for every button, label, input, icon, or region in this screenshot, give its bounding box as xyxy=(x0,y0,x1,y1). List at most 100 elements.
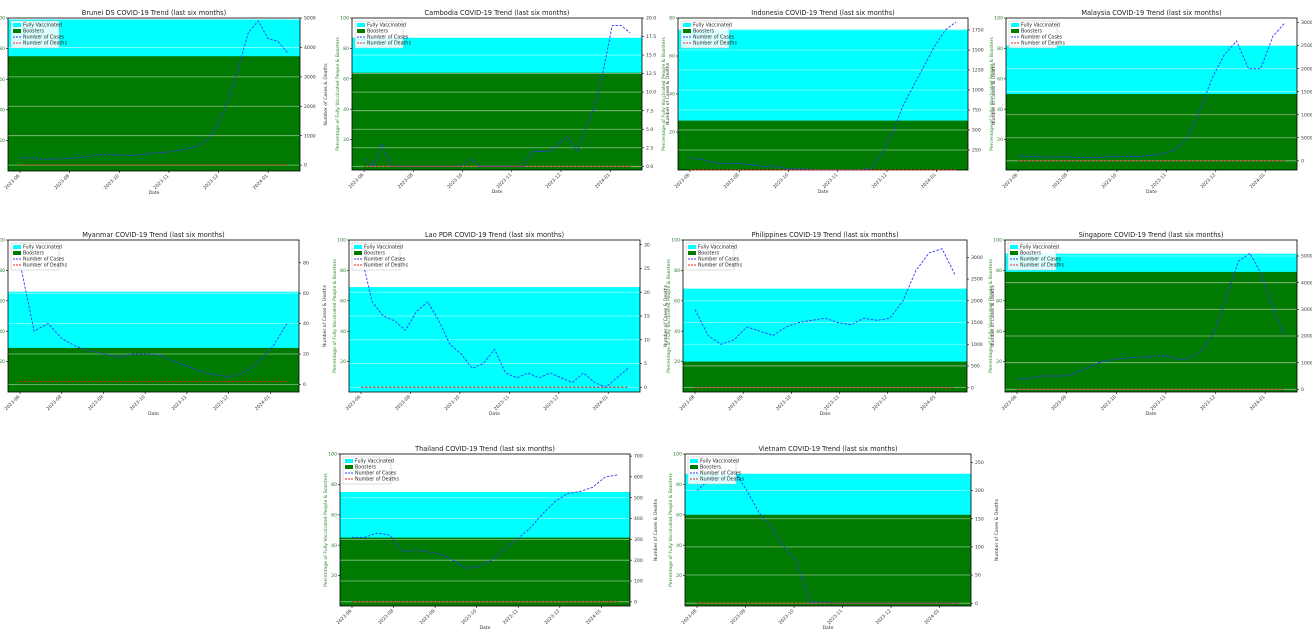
right-tick-label: 40 xyxy=(303,321,309,327)
y-left-label: Percentage of Fully Vaccinated People & … xyxy=(989,37,995,151)
left-tick-label: 20 xyxy=(340,359,346,365)
left-tick-label: 80 xyxy=(331,482,337,488)
legend-label: Number of Deaths xyxy=(23,41,67,47)
y-right-label: Number of Cases & Deaths xyxy=(663,284,669,347)
x-tick-label: 2023-12 xyxy=(1199,394,1217,412)
legend-label: Number of Cases xyxy=(23,35,65,41)
right-tick-label: 17.5 xyxy=(646,34,656,40)
cases-line xyxy=(20,20,289,160)
x-tick-label: 2023-09 xyxy=(729,608,747,626)
cases-line xyxy=(1017,252,1286,380)
plot-frame xyxy=(7,17,301,172)
right-tick-label: 0 xyxy=(975,601,978,607)
x-tick-label: 2024-01 xyxy=(919,394,937,412)
chart-title: Myanmar COVID-19 Trend (last six months) xyxy=(82,231,225,239)
y-left-label: Percentage of Fully Vaccinated People & … xyxy=(666,259,672,373)
right-tick-label: 250 xyxy=(975,460,984,466)
right-tick-label: 500 xyxy=(971,364,980,370)
legend-swatch xyxy=(688,251,696,255)
right-tick-label: 5000 xyxy=(1301,135,1312,141)
x-tick-label: 2023-10 xyxy=(443,394,461,412)
x-axis-label: Date xyxy=(1146,411,1157,417)
x-axis-label: Date xyxy=(492,189,503,195)
legend-label: Boosters xyxy=(355,465,376,471)
legend-label: Number of Cases xyxy=(700,471,742,477)
right-tick-label: 30 xyxy=(644,242,650,248)
legend-swatch xyxy=(688,245,696,249)
right-tick-label: 500 xyxy=(634,495,643,501)
right-tick-label: 700 xyxy=(634,454,643,460)
cases-line xyxy=(1017,22,1286,159)
right-tick-label: 50000 xyxy=(1301,254,1312,260)
legend-label: Boosters xyxy=(700,465,721,471)
legend-swatch xyxy=(690,465,698,469)
left-tick-label: 100 xyxy=(337,238,346,244)
legend-label: Number of Cases xyxy=(1021,35,1063,41)
left-tick-label: 20 xyxy=(674,359,680,365)
y-left-label: Percentage of Fully Vaccinated People & … xyxy=(661,37,667,151)
right-tick-label: 0.0 xyxy=(646,164,653,170)
x-tick-label: 2023-06 xyxy=(348,172,366,190)
right-tick-label: 15 xyxy=(644,314,650,320)
country-chart: Vietnam COVID-19 Trend (last six months)… xyxy=(665,442,1005,636)
right-tick-label: 1750 xyxy=(972,28,984,34)
right-tick-label: 3000 xyxy=(304,74,316,80)
right-tick-label: 15000 xyxy=(1301,89,1312,95)
plot-frame xyxy=(351,17,643,171)
x-tick-label: 2023-08 xyxy=(723,172,741,190)
cases-line xyxy=(19,262,288,378)
left-tick-label: 80 xyxy=(340,268,346,274)
legend-swatch xyxy=(13,23,21,27)
x-tick-label: 2023-12 xyxy=(543,608,561,626)
left-tick-label: 40 xyxy=(340,329,346,335)
right-tick-label: 5 xyxy=(644,361,647,367)
left-tick-label: 100 xyxy=(993,238,1002,244)
legend-label: Number of Deaths xyxy=(367,41,411,47)
right-tick-label: 300 xyxy=(634,537,643,543)
left-tick-label: 80 xyxy=(669,16,675,22)
cases-line xyxy=(352,474,619,569)
legend-label: Boosters xyxy=(364,251,385,257)
left-tick-label: 60 xyxy=(343,76,349,82)
boosters-bar xyxy=(685,514,971,606)
left-tick-label: 80 xyxy=(996,268,1002,274)
country-chart: Malaysia COVID-19 Trend (last six months… xyxy=(986,6,1312,200)
right-tick-label: 2000 xyxy=(304,104,316,110)
legend-label: Boosters xyxy=(1021,29,1042,35)
x-tick-label: 2023-08 xyxy=(394,394,412,412)
right-tick-label: 3000 xyxy=(971,255,983,261)
left-tick-label: 60 xyxy=(997,76,1003,82)
y-right-label: Number of Cases & Deaths xyxy=(322,284,328,347)
x-tick-label: 2023-09 xyxy=(419,608,437,626)
left-tick-label: 60 xyxy=(996,298,1002,304)
legend-swatch xyxy=(345,465,353,469)
left-tick-label: 100 xyxy=(0,16,5,22)
legend-label: Fully Vaccinated xyxy=(1021,23,1060,29)
x-tick-label: 2023-08 xyxy=(53,173,71,191)
left-tick-label: 40 xyxy=(996,329,1002,335)
x-tick-label: 2023-08 xyxy=(679,394,697,412)
right-tick-label: 5.0 xyxy=(646,127,653,133)
legend-swatch xyxy=(357,23,365,27)
cases-line xyxy=(694,248,956,345)
x-tick-label: 2023-12 xyxy=(542,394,560,412)
chart-title: Philippines COVID-19 Trend (last six mon… xyxy=(751,231,898,239)
legend-label: Number of Cases xyxy=(367,35,409,41)
left-tick-label: 80 xyxy=(343,46,349,52)
left-tick-label: 40 xyxy=(997,107,1003,113)
x-tick-label: 2023-12 xyxy=(871,394,889,412)
x-tick-label: 2023-10 xyxy=(129,394,147,412)
boosters-bar xyxy=(8,56,300,171)
country-chart: Thailand COVID-19 Trend (last six months… xyxy=(320,442,664,636)
left-tick-label: 20 xyxy=(331,573,337,579)
country-chart: Brunei DS COVID-19 Trend (last six month… xyxy=(0,6,334,201)
x-axis-label: Date xyxy=(820,411,831,417)
right-tick-label: 1500 xyxy=(972,48,984,54)
cases-line xyxy=(360,254,629,388)
right-tick-label: 20000 xyxy=(1301,66,1312,72)
x-tick-label: 2024-01 xyxy=(254,394,272,412)
x-tick-label: 2023-11 xyxy=(821,172,839,190)
left-tick-label: 20 xyxy=(676,573,682,579)
legend-label: Fully Vaccinated xyxy=(23,23,62,29)
plot-frame xyxy=(684,453,972,607)
